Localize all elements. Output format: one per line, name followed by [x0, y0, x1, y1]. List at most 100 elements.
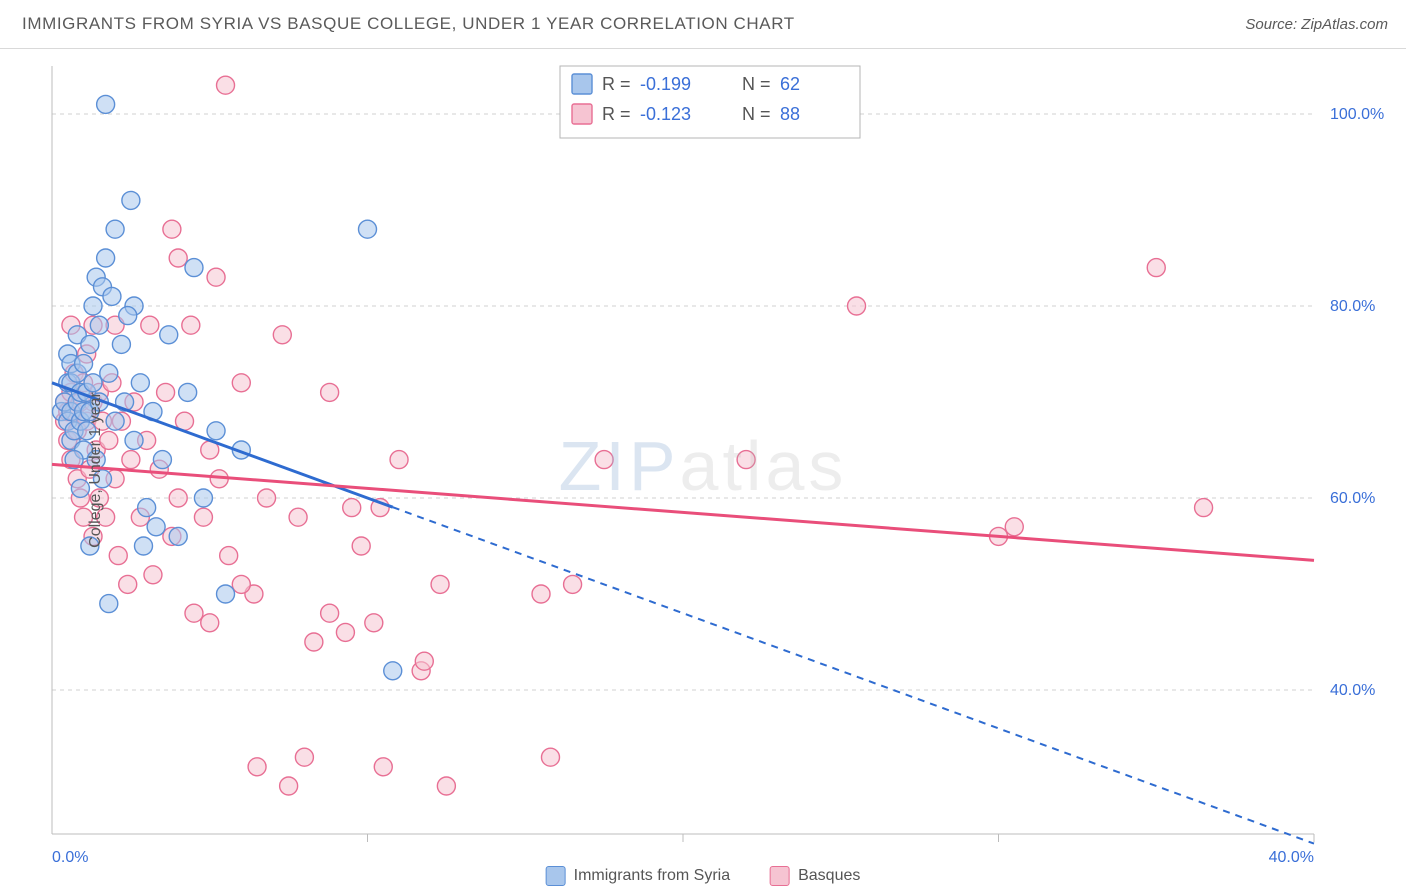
x-tick-label: 40.0% [1269, 849, 1314, 866]
data-point [131, 374, 149, 392]
data-point [248, 758, 266, 776]
title-bar: IMMIGRANTS FROM SYRIA VS BASQUE COLLEGE,… [0, 0, 1406, 49]
data-point [532, 585, 550, 603]
data-point [119, 575, 137, 593]
data-point [141, 316, 159, 334]
data-point [153, 451, 171, 469]
data-point [84, 297, 102, 315]
data-point [437, 777, 455, 795]
source-attribution: Source: ZipAtlas.com [1245, 16, 1388, 33]
data-point [289, 508, 307, 526]
trend-line-blue-dashed [393, 507, 1314, 843]
data-point [97, 95, 115, 113]
data-point [84, 374, 102, 392]
data-point [305, 633, 323, 651]
data-point [185, 259, 203, 277]
data-point [97, 249, 115, 267]
data-point [295, 748, 313, 766]
data-point [321, 604, 339, 622]
stats-R-label: R = [602, 74, 631, 94]
legend-item: Basques [770, 866, 860, 886]
chart-area: College, Under 1 year ZIPatlas 40.0%60.0… [0, 48, 1406, 892]
data-point [390, 451, 408, 469]
source-link[interactable]: ZipAtlas.com [1301, 16, 1388, 33]
y-tick-label: 60.0% [1330, 490, 1375, 507]
data-point [564, 575, 582, 593]
data-point [541, 748, 559, 766]
data-point [1195, 499, 1213, 517]
stats-swatch [572, 104, 592, 124]
data-point [1147, 259, 1165, 277]
data-point [90, 316, 108, 334]
data-point [112, 335, 130, 353]
chart-svg: 40.0%60.0%80.0%100.0%0.0%40.0%R = -0.199… [0, 48, 1406, 892]
stats-N-label: N = [742, 104, 771, 124]
series-pink [56, 76, 1213, 795]
data-point [125, 431, 143, 449]
data-point [848, 297, 866, 315]
data-point [100, 595, 118, 613]
data-point [144, 566, 162, 584]
data-point [147, 518, 165, 536]
data-point [138, 499, 156, 517]
data-point [207, 422, 225, 440]
data-point [122, 451, 140, 469]
data-point [163, 220, 181, 238]
source-label: Source: [1245, 16, 1297, 33]
legend-label: Basques [798, 867, 860, 885]
data-point [207, 268, 225, 286]
data-point [169, 489, 187, 507]
data-point [194, 508, 212, 526]
data-point [182, 316, 200, 334]
data-point [106, 412, 124, 430]
y-axis-label: College, Under 1 year [87, 392, 105, 548]
legend-swatch [770, 866, 790, 886]
chart-title: IMMIGRANTS FROM SYRIA VS BASQUE COLLEGE,… [22, 14, 795, 34]
data-point [280, 777, 298, 795]
data-point [119, 307, 137, 325]
stats-N-label: N = [742, 74, 771, 94]
data-point [220, 547, 238, 565]
data-point [169, 527, 187, 545]
data-point [232, 575, 250, 593]
data-point [122, 191, 140, 209]
data-point [194, 489, 212, 507]
legend-label: Immigrants from Syria [574, 867, 730, 885]
data-point [359, 220, 377, 238]
data-point [81, 335, 99, 353]
data-point [109, 547, 127, 565]
data-point [1005, 518, 1023, 536]
data-point [160, 326, 178, 344]
data-point [103, 287, 121, 305]
data-point [157, 383, 175, 401]
y-tick-label: 100.0% [1330, 106, 1384, 123]
y-tick-label: 40.0% [1330, 682, 1375, 699]
stats-R-value: -0.123 [640, 104, 691, 124]
bottom-legend: Immigrants from Syria Basques [546, 866, 861, 886]
stats-N-value: 62 [780, 74, 800, 94]
data-point [258, 489, 276, 507]
data-point [100, 364, 118, 382]
data-point [179, 383, 197, 401]
data-point [737, 451, 755, 469]
stats-N-value: 88 [780, 104, 800, 124]
data-point [106, 220, 124, 238]
trend-line-pink [52, 464, 1314, 560]
data-point [134, 537, 152, 555]
data-point [169, 249, 187, 267]
y-tick-label: 80.0% [1330, 298, 1375, 315]
stats-swatch [572, 74, 592, 94]
data-point [273, 326, 291, 344]
data-point [217, 585, 235, 603]
data-point [321, 383, 339, 401]
stats-R-value: -0.199 [640, 74, 691, 94]
data-point [384, 662, 402, 680]
data-point [374, 758, 392, 776]
data-point [365, 614, 383, 632]
data-point [336, 623, 354, 641]
data-point [595, 451, 613, 469]
data-point [431, 575, 449, 593]
legend-item: Immigrants from Syria [546, 866, 730, 886]
data-point [201, 614, 219, 632]
data-point [352, 537, 370, 555]
